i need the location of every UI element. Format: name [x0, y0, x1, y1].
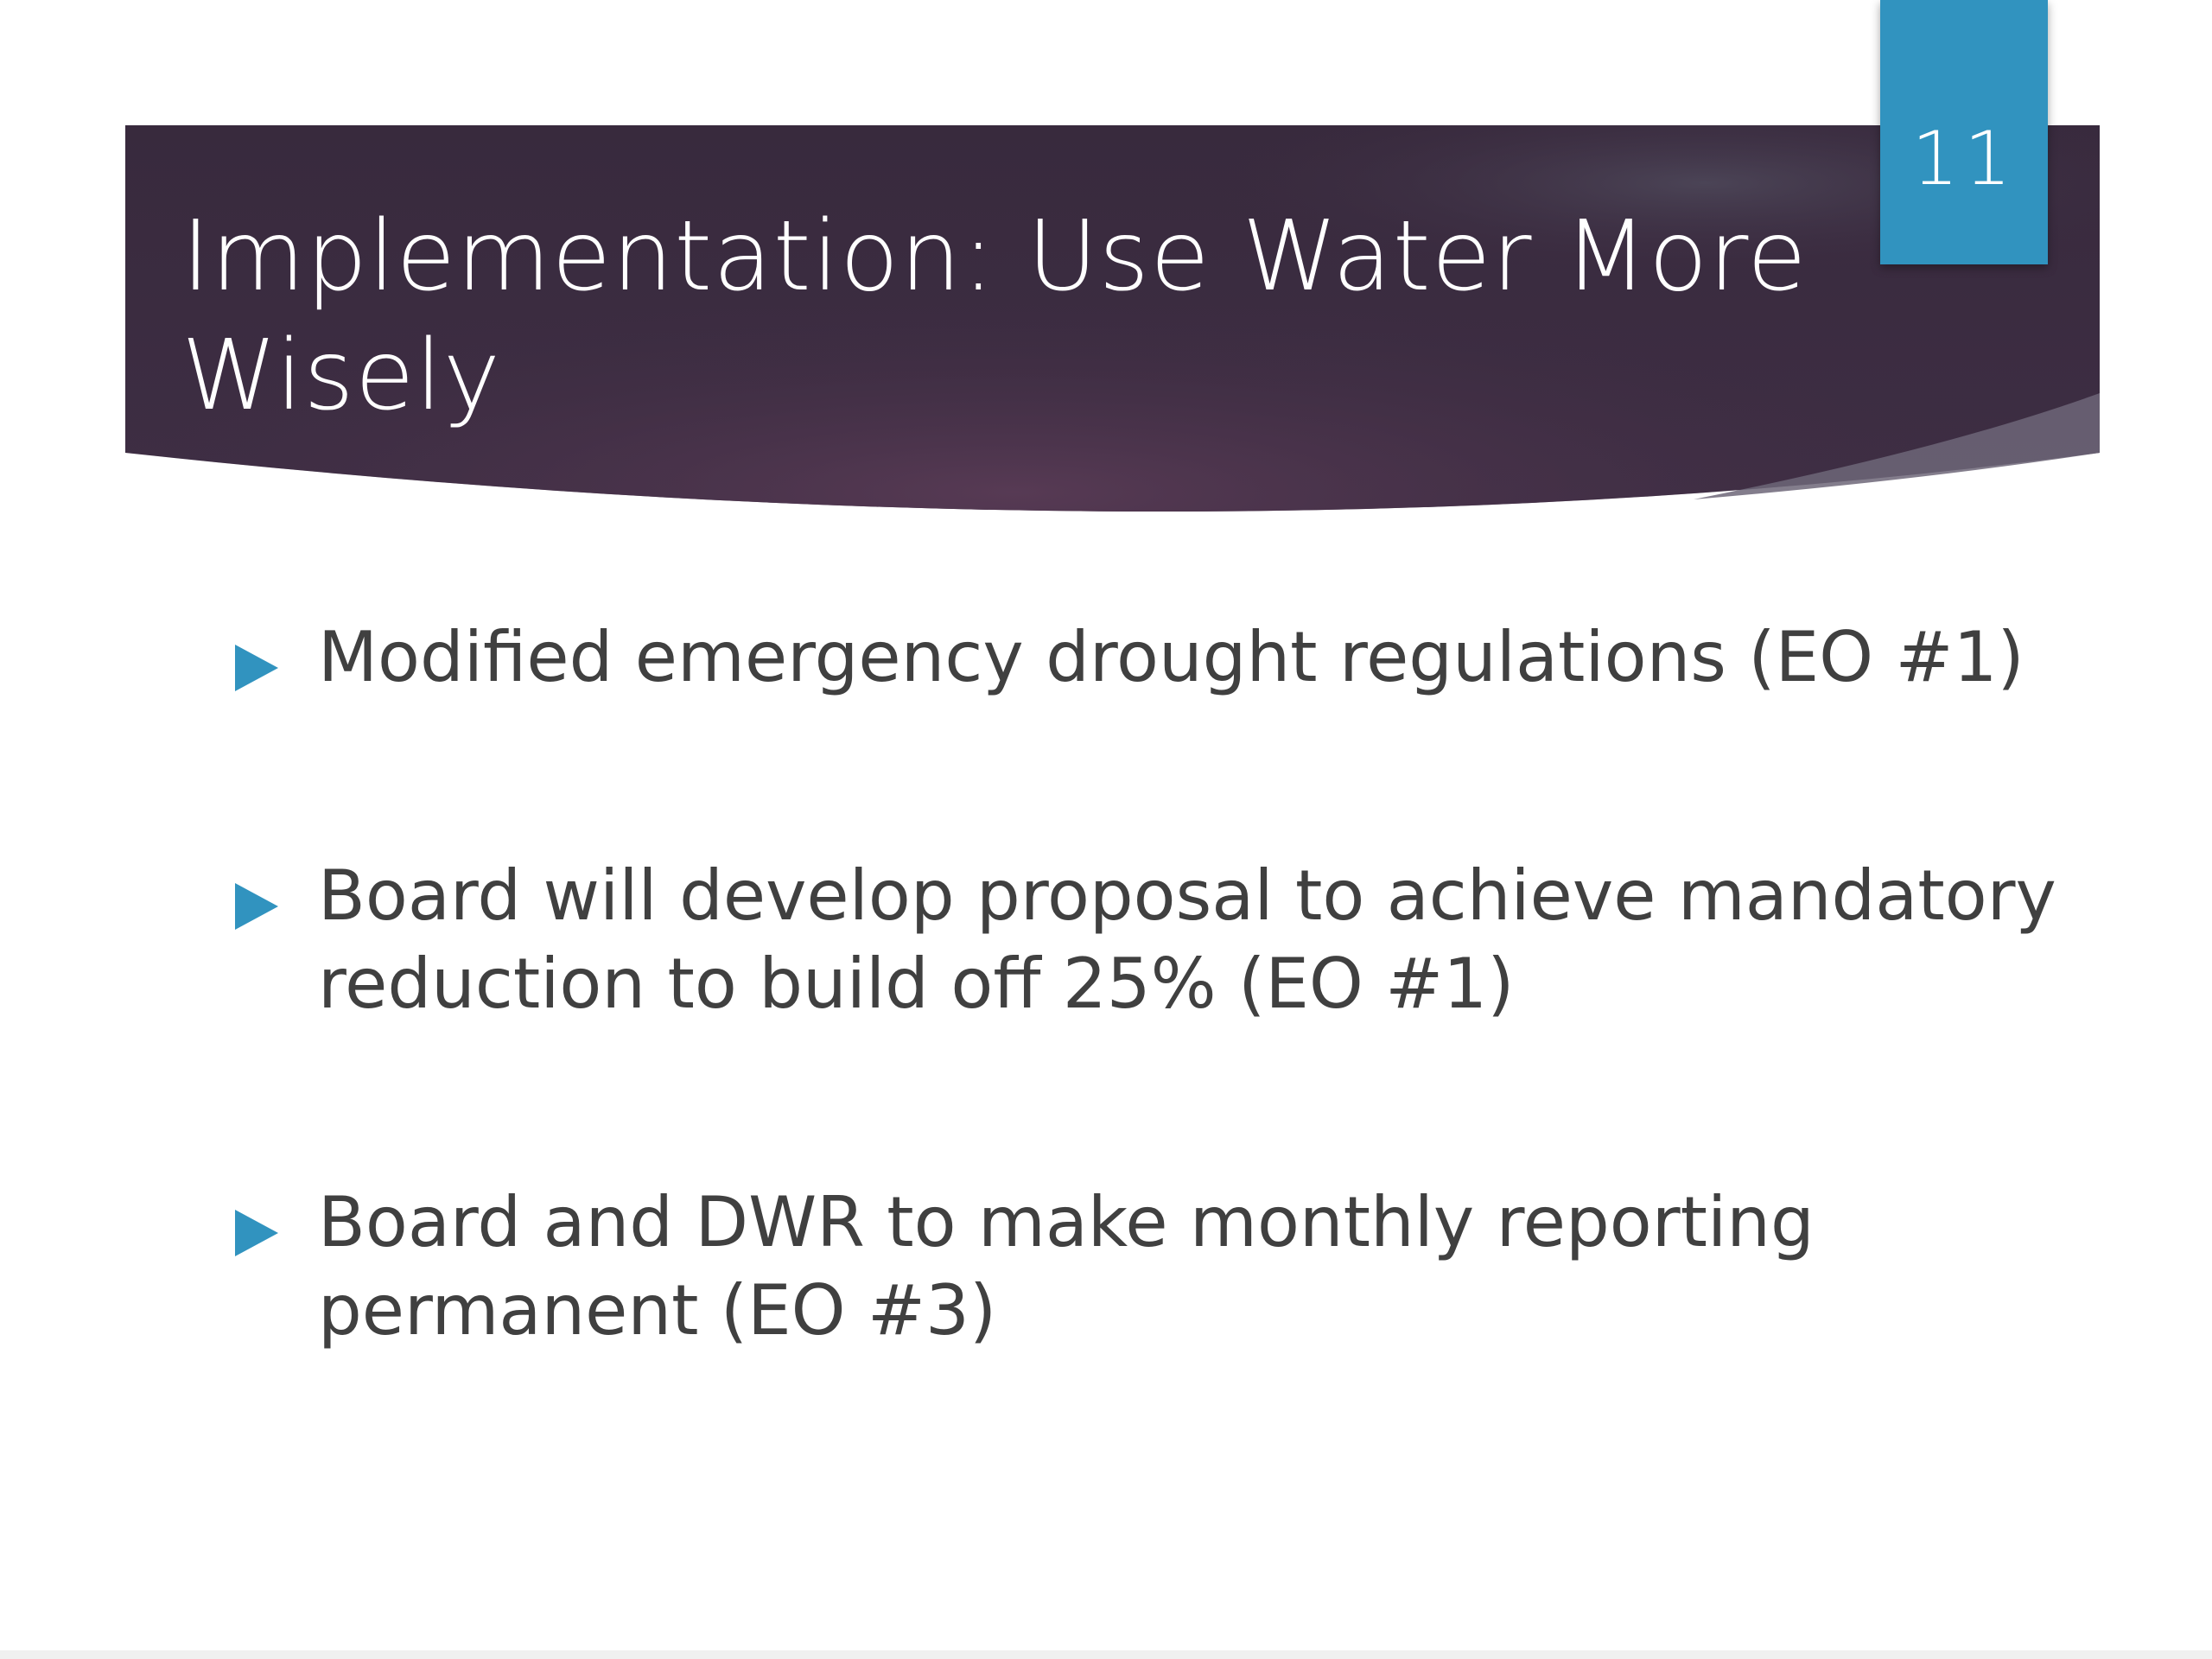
bullet-item: Board will develop proposal to achieve m… [232, 852, 2115, 1028]
triangle-right-icon [235, 645, 278, 691]
slide-bottom-edge [0, 1650, 2212, 1659]
bullet-text: Board and DWR to make monthly reporting … [318, 1182, 1815, 1351]
slide-title: Implementation: Use Water More Wisely [181, 200, 1808, 432]
bullet-text: Modified emergency drought regulations (… [318, 617, 2024, 697]
slide-number: 11 [1911, 116, 2017, 202]
title-banner [125, 125, 2100, 512]
bullet-item: Modified emergency drought regulations (… [232, 613, 2115, 702]
triangle-right-icon [235, 883, 278, 930]
bullet-text: Board will develop proposal to achieve m… [318, 855, 2056, 1024]
bullet-item: Board and DWR to make monthly reporting … [232, 1179, 2115, 1355]
bullet-list: Modified emergency drought regulations (… [232, 613, 2115, 1355]
triangle-right-icon [235, 1210, 278, 1256]
slide-number-tab: 11 [1880, 0, 2048, 264]
